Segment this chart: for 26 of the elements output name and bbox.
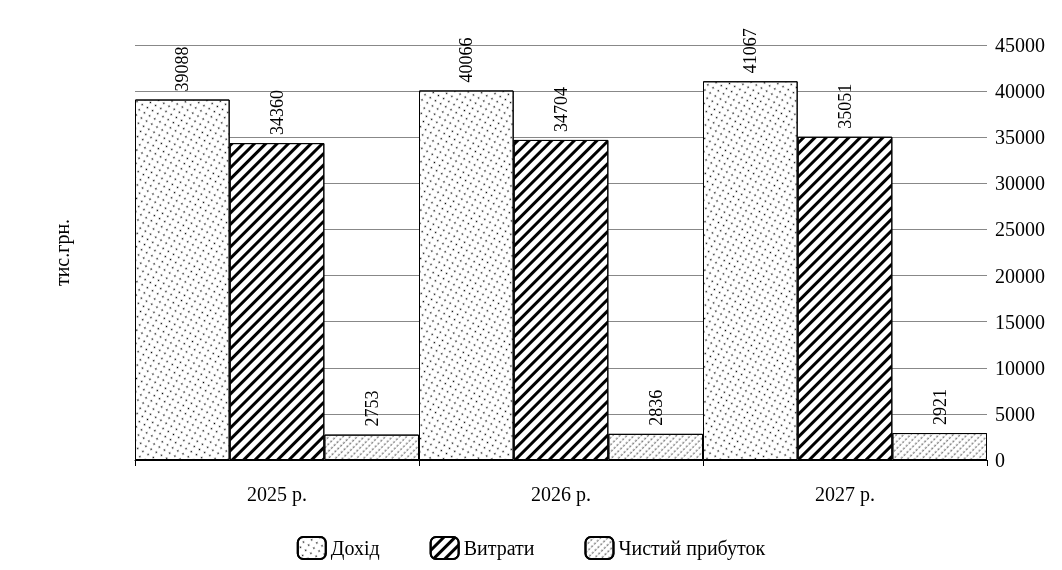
y-tick-label: 15000: [995, 310, 1045, 333]
x-tick-label: 2027 р.: [815, 483, 875, 506]
data-label: 34704: [551, 86, 571, 132]
x-tick-label: 2026 р.: [531, 483, 591, 506]
data-label: 2921: [929, 389, 950, 426]
legend-label: Чистий прибуток: [618, 537, 766, 560]
data-label: 2836: [645, 389, 666, 426]
data-label: 41067: [740, 28, 761, 74]
y-tick-label: 25000: [995, 218, 1045, 241]
legend-label: Витрати: [463, 537, 535, 560]
y-tick-label: 5000: [995, 402, 1035, 425]
y-tick-label: 10000: [995, 356, 1045, 379]
y-tick-label: 30000: [995, 172, 1045, 195]
data-label: 34360: [267, 90, 287, 136]
data-label: 39088: [172, 46, 193, 92]
data-label: 35051: [835, 83, 855, 129]
y-tick-label: 20000: [995, 264, 1045, 287]
y-tick-label: 40000: [995, 80, 1045, 103]
y-tick-label: 0: [995, 449, 1005, 471]
y-tick-label: 35000: [995, 126, 1045, 149]
y-axis-title: тис.грн.: [51, 218, 74, 287]
data-label: 40066: [456, 37, 477, 83]
x-tick-label: 2025 р.: [247, 483, 307, 506]
data-label: 2753: [361, 390, 382, 427]
y-tick-label: 45000: [995, 34, 1045, 56]
legend-label: Дохід: [330, 537, 380, 560]
